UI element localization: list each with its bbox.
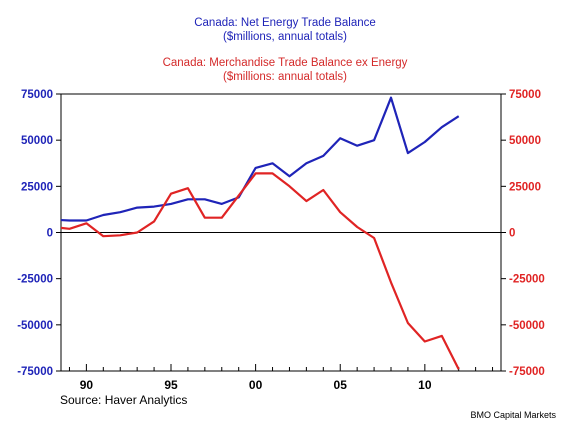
brand-credit: BMO Capital Markets xyxy=(470,410,556,420)
right-y-tick-label: 0 xyxy=(509,228,515,240)
right-y-tick-label: -50000 xyxy=(509,320,545,332)
x-tick-label: 90 xyxy=(80,378,94,392)
series-line-1 xyxy=(61,96,460,222)
chart-title-energy: Canada: Net Energy Trade Balance ($milli… xyxy=(0,16,570,44)
left-y-tick-label: 25000 xyxy=(21,181,53,193)
left-y-tick-label: 75000 xyxy=(21,89,53,101)
title-line-2: ($millions, annual totals) xyxy=(222,31,347,43)
left-y-tick-label: -75000 xyxy=(17,366,53,378)
x-tick-label: 95 xyxy=(164,378,178,392)
right-y-tick-label: 25000 xyxy=(509,181,541,193)
left-y-tick-label: 0 xyxy=(47,228,53,240)
x-tick-label: 00 xyxy=(249,378,263,392)
chart-title-merchandise: Canada: Merchandise Trade Balance ex Ene… xyxy=(0,56,570,84)
left-y-tick-label: -25000 xyxy=(17,274,53,286)
x-tick-label: 10 xyxy=(418,378,432,392)
right-y-tick-label: 75000 xyxy=(509,89,541,101)
right-y-tick-label: -75000 xyxy=(509,366,545,378)
title-line-4: ($millions: annual totals) xyxy=(222,71,347,83)
right-y-tick-label: -25000 xyxy=(509,274,545,286)
title-line-1: Canada: Net Energy Trade Balance xyxy=(194,17,376,29)
series-line-2 xyxy=(61,172,460,370)
right-y-tick-label: 50000 xyxy=(509,135,541,147)
x-tick-label: 05 xyxy=(334,378,348,392)
title-line-3: Canada: Merchandise Trade Balance ex Ene… xyxy=(162,57,408,69)
left-y-tick-label: -50000 xyxy=(17,320,53,332)
left-y-tick-label: 50000 xyxy=(21,135,53,147)
source-note: Source: Haver Analytics xyxy=(60,393,188,407)
